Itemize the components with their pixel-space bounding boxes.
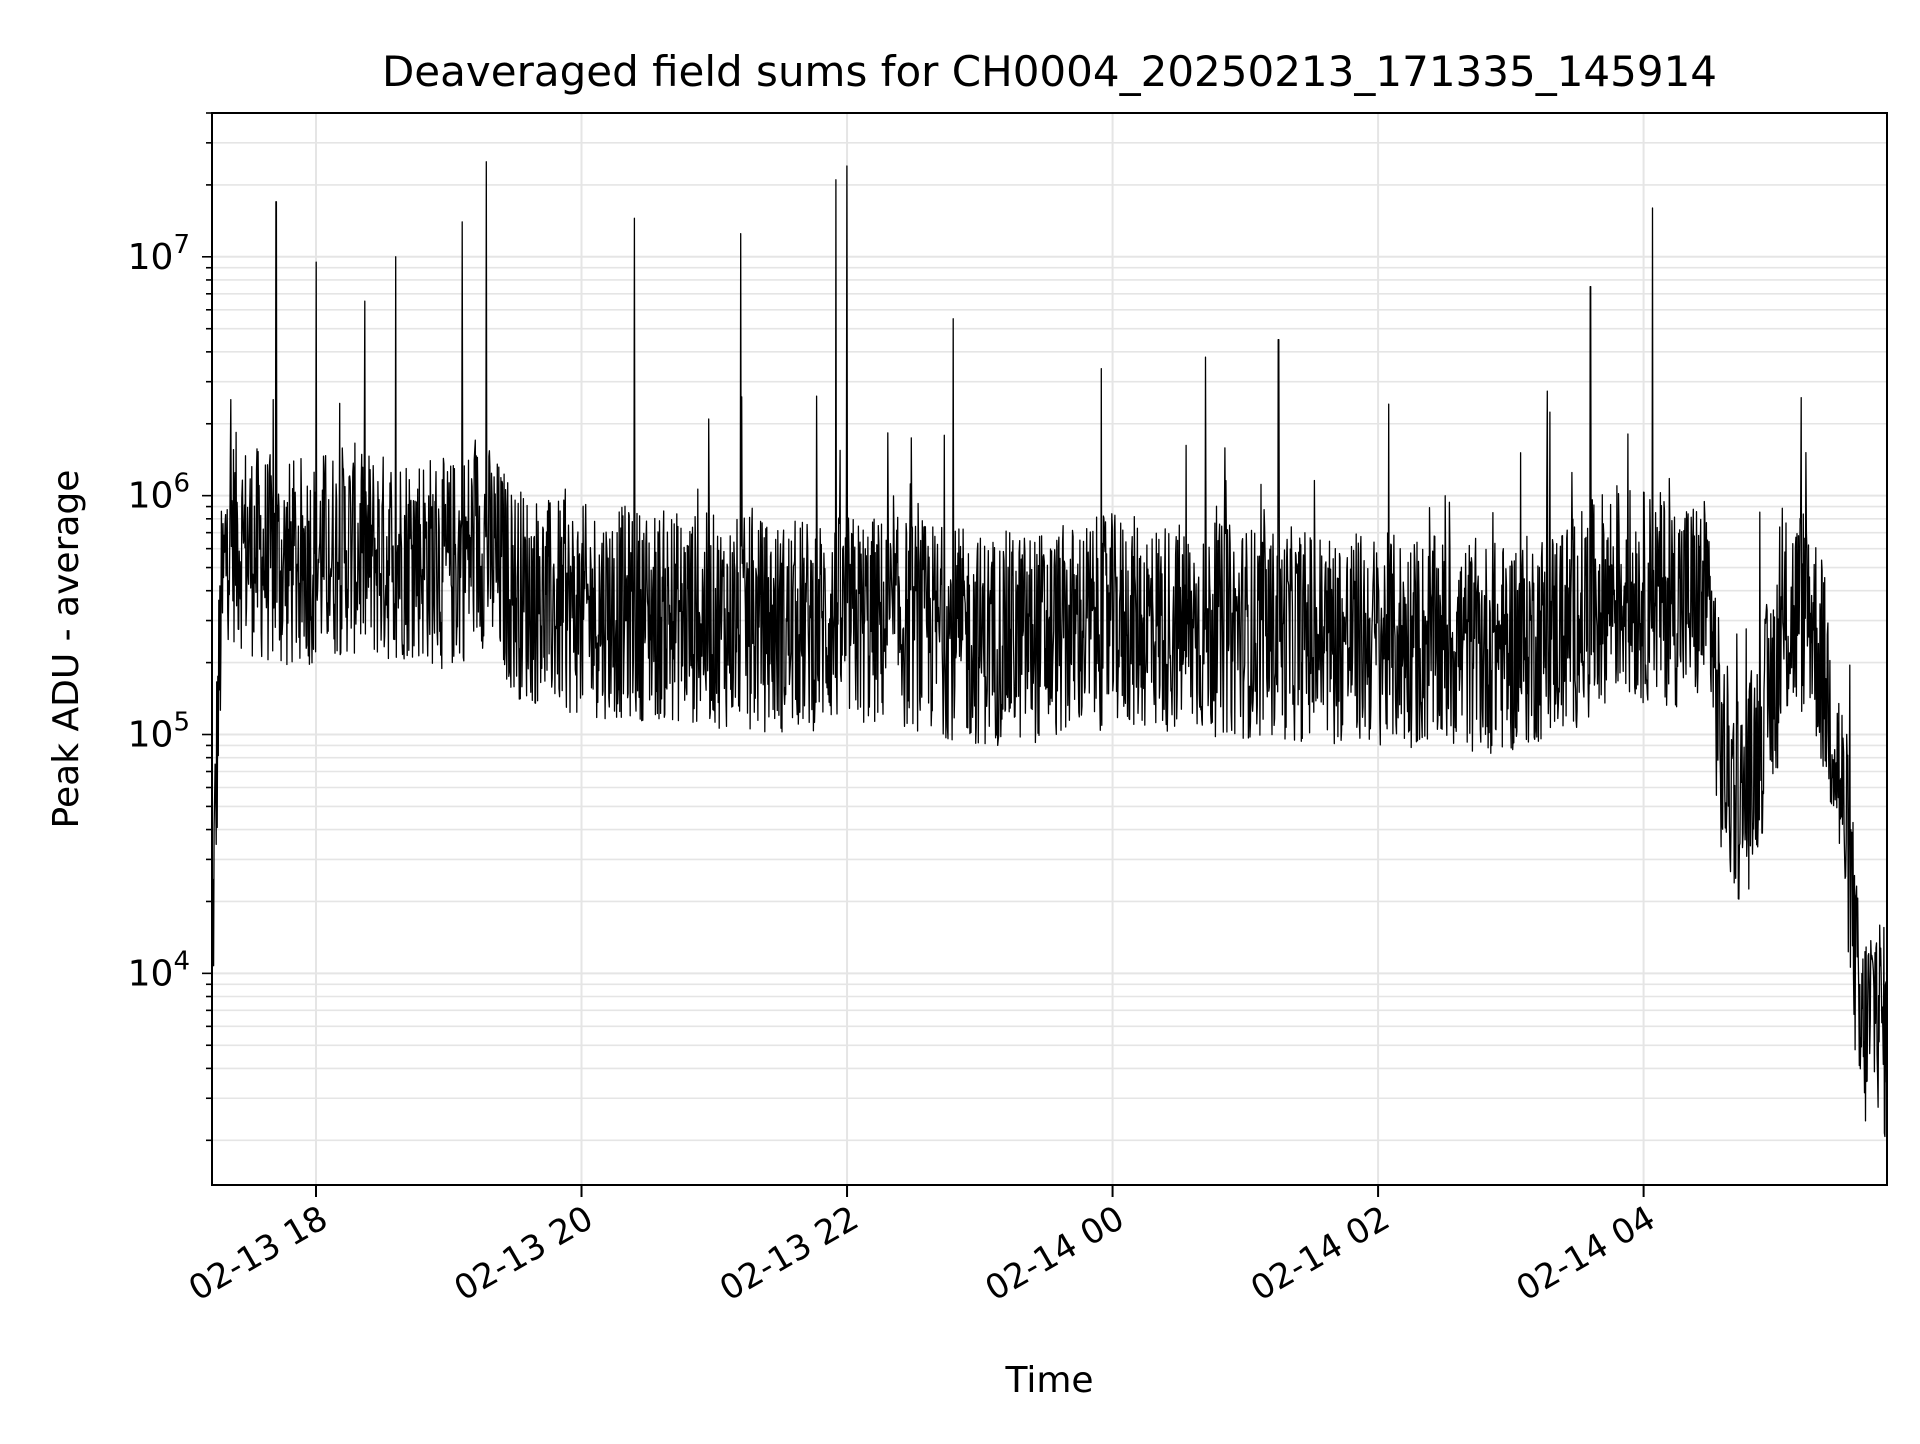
x-tick-label: 02-14 00 [979,1198,1131,1309]
series-layer [211,161,1888,1138]
plot-frame [211,112,1888,1186]
x-axis-label: Time [1004,1360,1093,1401]
x-tick-label: 02-14 04 [1510,1198,1662,1309]
y-tick-label: 104 [128,946,190,994]
x-tick-label: 02-13 18 [182,1198,334,1309]
x-tick-label: 02-13 22 [713,1198,865,1309]
series-line [211,161,1888,1138]
x-tick-label: 02-14 02 [1244,1198,1396,1309]
y-tick-label: 107 [128,230,190,278]
x-axis-ticks: 02-13 18 02-13 20 02-13 22 02-14 00 02-14 02… [182,1185,1662,1309]
chart-title: Deaveraged field sums for CH0004_2025021… [382,47,1717,96]
y-tick-label: 105 [128,708,190,756]
y-axis-ticks: 104 105 106 107 [128,112,212,1142]
x-tick-label: 02-13 20 [448,1198,600,1309]
y-tick-label: 106 [128,469,190,517]
y-axis-label: Peak ADU - average [46,470,87,829]
